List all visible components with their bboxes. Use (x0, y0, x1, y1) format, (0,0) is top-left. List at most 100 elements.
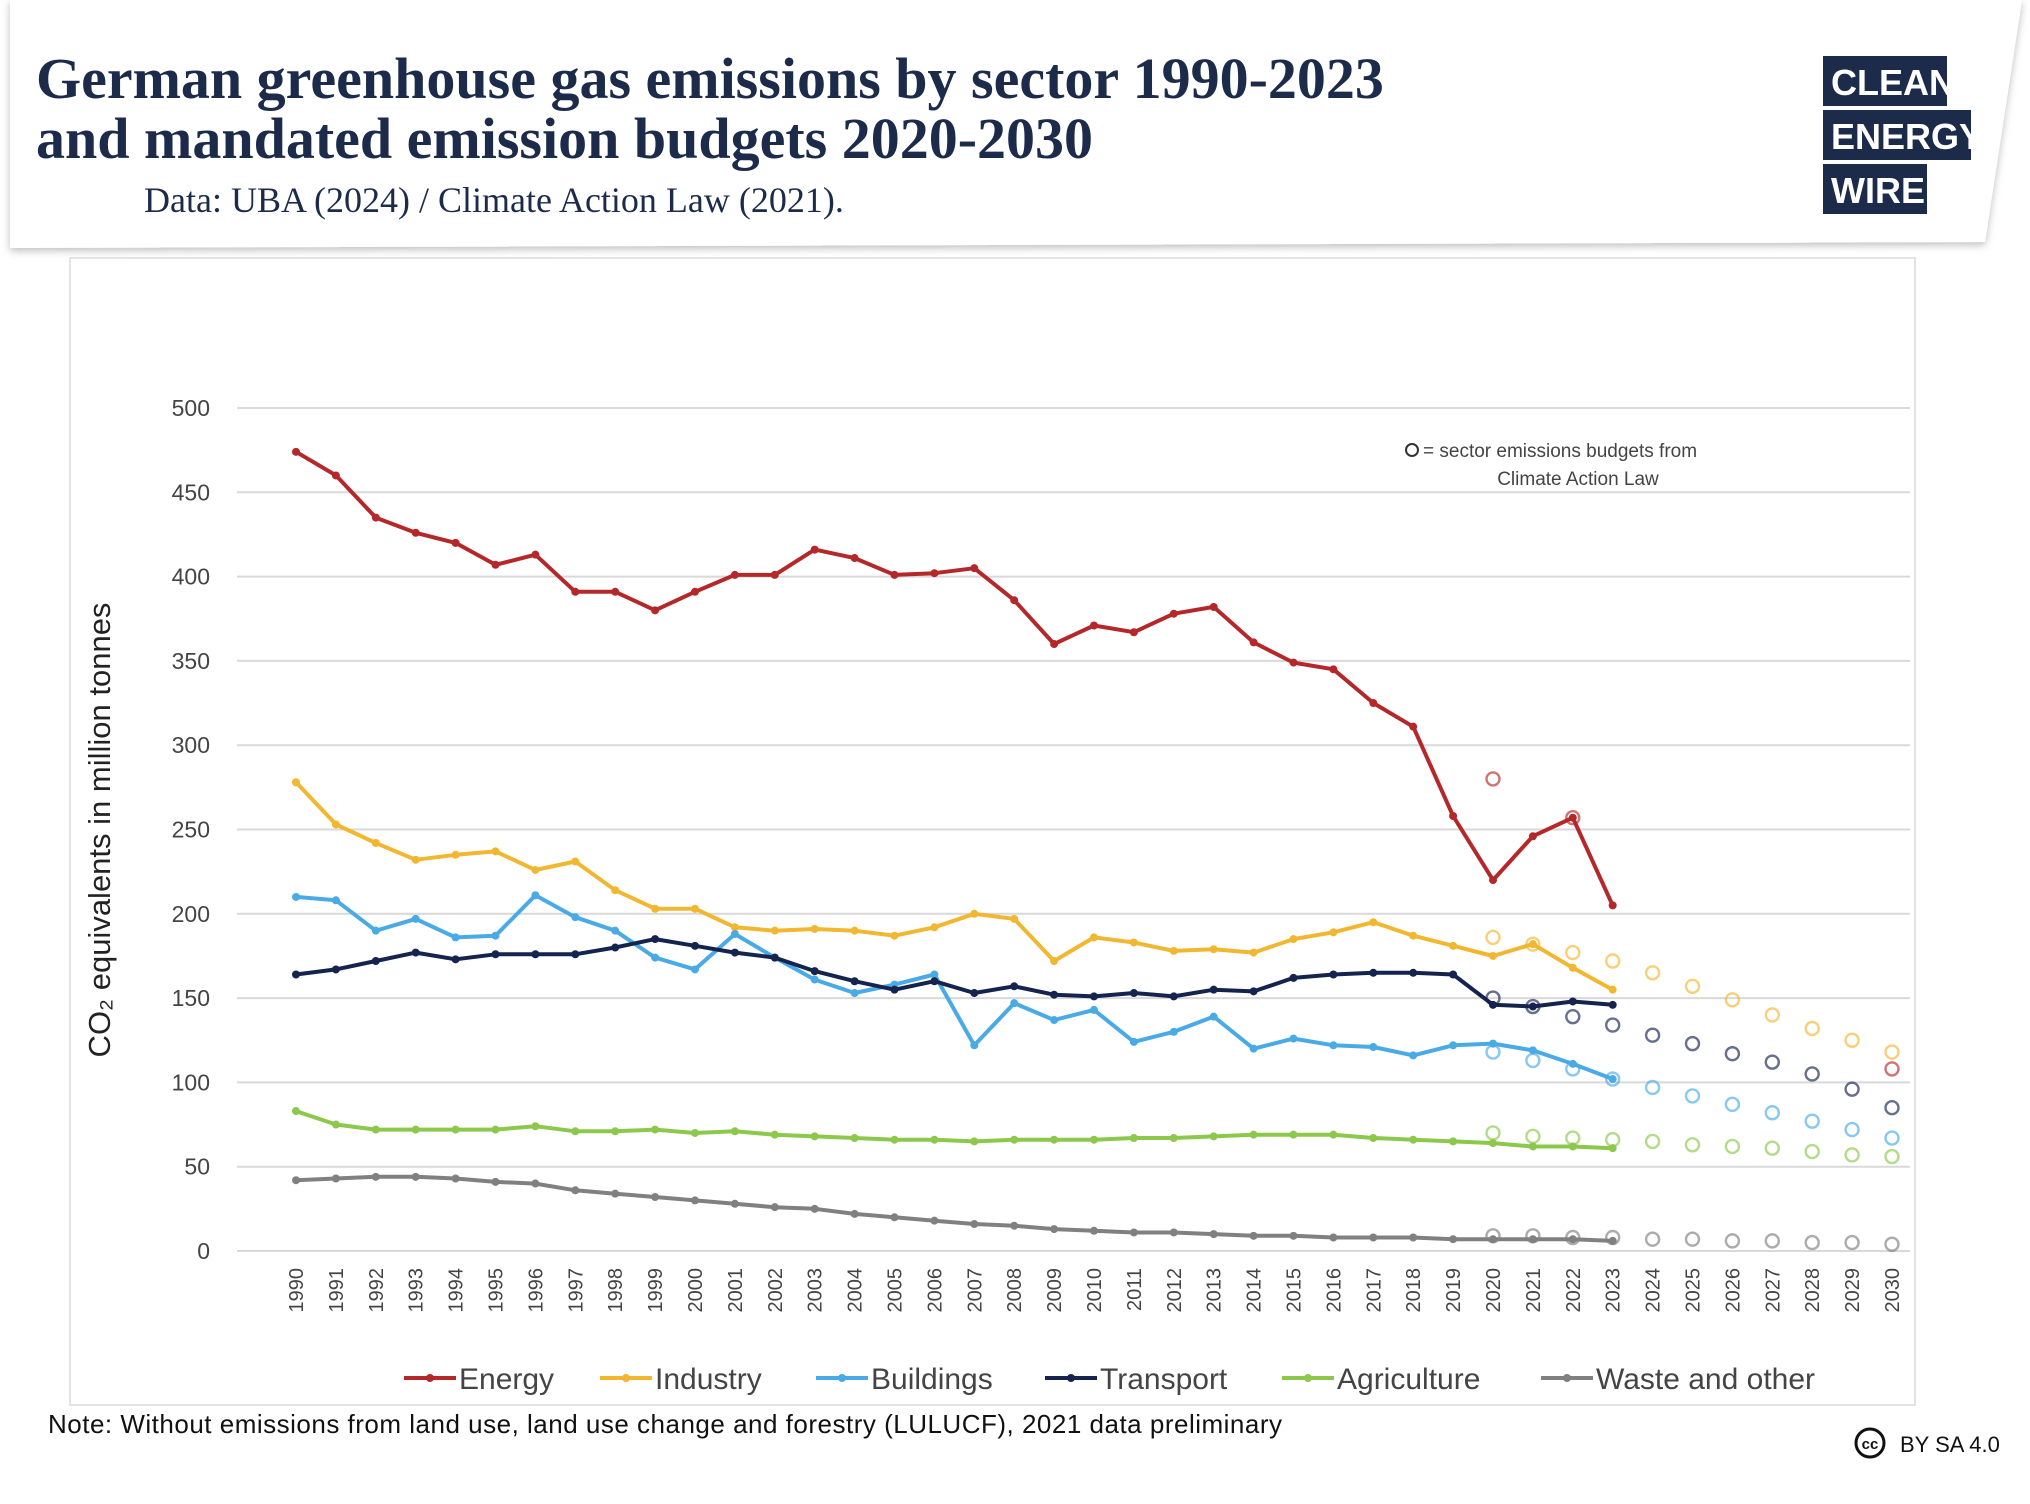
data-point (451, 1125, 460, 1134)
data-point (1608, 1144, 1617, 1153)
data-point (1209, 1012, 1218, 1021)
budget-point (1724, 992, 1741, 1008)
data-point (1209, 945, 1218, 954)
data-point (1169, 992, 1178, 1001)
x-tick-label: 2017 (1363, 1268, 1385, 1313)
chart-panel (69, 257, 1916, 1406)
data-point (691, 965, 699, 974)
budget-point (1764, 1054, 1781, 1070)
data-point (1209, 1132, 1218, 1141)
data-point (970, 1041, 979, 1050)
budget-point (1804, 1113, 1820, 1129)
data-point (1608, 1236, 1617, 1245)
y-tick-label: 350 (172, 648, 210, 674)
x-tick-label: 2024 (1643, 1268, 1665, 1313)
data-point (730, 948, 739, 957)
data-point (331, 1174, 340, 1183)
x-tick-label: 2022 (1563, 1268, 1585, 1313)
data-point (1568, 997, 1577, 1006)
data-point (1169, 1228, 1178, 1237)
data-point (730, 930, 739, 939)
x-tick-label: 1992 (366, 1268, 388, 1313)
data-point (411, 855, 420, 864)
data-point (451, 933, 460, 942)
data-point (1409, 722, 1418, 731)
budget-point (1844, 1147, 1860, 1163)
legend-label: Transport (1100, 1363, 1228, 1396)
data-point (890, 1135, 899, 1144)
logo-text: ENERGY (1831, 116, 1983, 157)
budget-point (1684, 978, 1701, 994)
annotation-symbol (1405, 443, 1419, 457)
data-point (930, 1216, 939, 1225)
y-tick-label: 450 (172, 479, 210, 505)
data-point (531, 1122, 540, 1131)
x-tick-label: 2008 (1004, 1268, 1026, 1313)
x-tick-label: 1999 (645, 1268, 667, 1313)
x-tick-label: 2010 (1084, 1268, 1106, 1313)
budget-point (1604, 953, 1621, 969)
budget-point (1684, 1088, 1701, 1104)
y-axis-label: CO₂ equivalents in million tonnes (82, 603, 117, 1058)
budget-point (1764, 1140, 1781, 1156)
data-point (371, 838, 380, 847)
budget-point (1565, 809, 1581, 826)
logo: CLEAN ENERGY WIRE (1823, 56, 1983, 214)
data-point (1249, 638, 1258, 647)
budget-point (1644, 1133, 1661, 1150)
data-point (770, 926, 779, 935)
data-point (691, 1196, 699, 1205)
budget-point (1884, 1130, 1900, 1146)
data-point (691, 1128, 699, 1137)
x-tick-label: 2013 (1204, 1268, 1226, 1313)
data-point (531, 865, 540, 874)
budget-point (1644, 965, 1661, 981)
plot: 0 50 100 150 200 250 300 350 400 450 500 1990 1991 19… (172, 395, 1910, 1396)
data-point (1528, 1002, 1537, 1011)
data-point (850, 926, 859, 935)
x-tick-label: 2002 (765, 1268, 787, 1313)
data-point (411, 948, 420, 957)
data-point (651, 935, 660, 944)
data-point (1369, 918, 1378, 927)
data-point (571, 1127, 580, 1136)
data-point (1090, 621, 1098, 630)
data-point (1608, 1000, 1617, 1009)
data-point (611, 1189, 620, 1198)
y-tick-label: 500 (172, 395, 210, 421)
y-tick-label: 200 (172, 901, 210, 927)
budget-point (1644, 1027, 1661, 1043)
data-point (611, 886, 620, 895)
data-point (850, 1209, 859, 1218)
budget-point (1644, 1079, 1661, 1096)
budget-point (1724, 1096, 1741, 1113)
data-point (491, 560, 500, 569)
data-point (770, 570, 779, 579)
legend-item: Industry (600, 1363, 762, 1396)
data-point (371, 926, 380, 935)
y-tick-label: 50 (184, 1154, 210, 1180)
budget-point (1844, 1234, 1860, 1251)
series-line (295, 1109, 1613, 1151)
budget-point (1684, 1035, 1701, 1052)
data-point (1449, 1235, 1458, 1244)
data-point (1090, 933, 1098, 942)
data-point (770, 953, 779, 962)
data-point (451, 955, 460, 964)
data-point (770, 1130, 779, 1139)
budget-point (1804, 1020, 1820, 1037)
data-point (531, 891, 540, 900)
logo-box (1823, 164, 1927, 214)
data-point (1169, 1134, 1178, 1143)
y-tick-label: 250 (172, 817, 210, 843)
data-point (1090, 1135, 1098, 1144)
data-point (531, 1179, 540, 1188)
data-point (1409, 1233, 1418, 1242)
data-point (1209, 985, 1218, 994)
x-tick-label: 2004 (845, 1268, 867, 1313)
x-tick-label: 2030 (1882, 1268, 1904, 1313)
data-point (1129, 989, 1138, 998)
data-point (930, 923, 939, 932)
y-tick-label: 100 (172, 1069, 210, 1095)
